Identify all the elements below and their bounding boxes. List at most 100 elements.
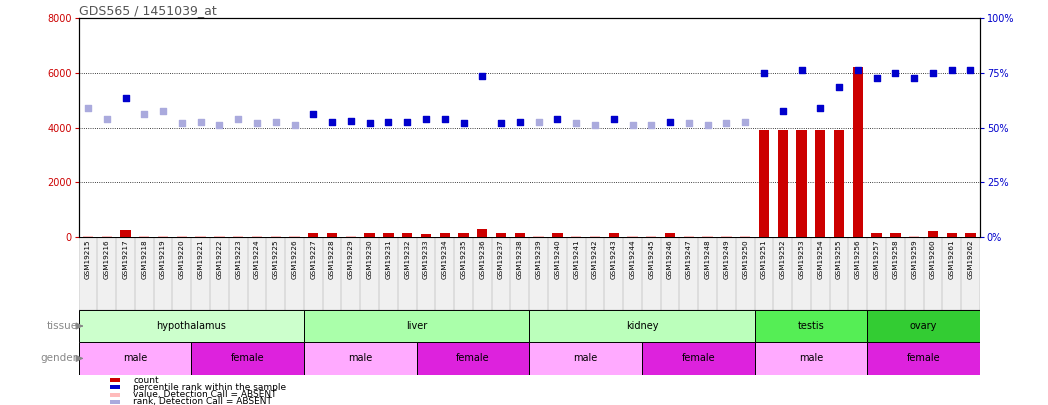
Text: GDS565 / 1451039_at: GDS565 / 1451039_at: [79, 4, 216, 17]
Bar: [458, 233, 468, 237]
Bar: [515, 233, 525, 237]
Text: GSM19248: GSM19248: [704, 239, 711, 279]
Point: [248, 120, 265, 127]
Point: [831, 83, 848, 90]
Text: GSM19223: GSM19223: [235, 239, 241, 279]
Bar: [110, 378, 119, 382]
Point: [174, 120, 191, 127]
Text: female: female: [907, 354, 940, 363]
Bar: [304, 310, 529, 342]
Text: tissue: tissue: [46, 321, 78, 331]
Text: GSM19243: GSM19243: [611, 239, 616, 279]
Text: GSM19216: GSM19216: [104, 239, 110, 279]
Bar: [402, 233, 412, 237]
Text: GSM19249: GSM19249: [723, 239, 729, 279]
Text: GSM19259: GSM19259: [911, 239, 917, 279]
Bar: [384, 233, 394, 237]
Point: [211, 122, 227, 128]
Point: [155, 108, 172, 114]
Bar: [158, 236, 169, 237]
Point: [305, 111, 322, 117]
Bar: [664, 233, 675, 237]
Bar: [79, 342, 191, 375]
Text: GSM19241: GSM19241: [573, 239, 580, 279]
Point: [380, 119, 397, 125]
Bar: [121, 230, 131, 237]
Point: [324, 119, 341, 125]
Point: [230, 116, 246, 123]
Point: [625, 122, 641, 128]
Text: male: male: [573, 354, 597, 363]
Bar: [571, 236, 582, 237]
Point: [887, 70, 903, 76]
Point: [774, 108, 791, 114]
Text: gender: gender: [41, 354, 78, 363]
Bar: [139, 236, 150, 237]
Text: GSM19227: GSM19227: [310, 239, 316, 279]
Text: GSM19225: GSM19225: [272, 239, 279, 279]
Bar: [417, 342, 529, 375]
Point: [699, 122, 716, 128]
Bar: [641, 342, 755, 375]
Text: GSM19231: GSM19231: [386, 239, 391, 279]
Bar: [946, 233, 957, 237]
Text: GSM19233: GSM19233: [423, 239, 429, 279]
Bar: [83, 236, 93, 237]
Bar: [529, 342, 641, 375]
Text: GSM19260: GSM19260: [930, 239, 936, 279]
Bar: [683, 236, 694, 237]
Bar: [868, 310, 980, 342]
Text: GSM19219: GSM19219: [160, 239, 166, 279]
Text: GSM19244: GSM19244: [630, 239, 635, 279]
Point: [568, 120, 585, 127]
Bar: [740, 236, 750, 237]
Text: GSM19261: GSM19261: [948, 239, 955, 279]
Bar: [191, 342, 304, 375]
Bar: [233, 236, 243, 237]
Point: [587, 122, 604, 128]
Text: male: male: [123, 354, 147, 363]
Point: [80, 105, 96, 112]
Bar: [529, 310, 755, 342]
Text: hypothalamus: hypothalamus: [156, 321, 226, 331]
Point: [718, 120, 735, 127]
Point: [661, 119, 678, 125]
Point: [362, 120, 378, 127]
Text: GSM19240: GSM19240: [554, 239, 561, 279]
Bar: [289, 236, 300, 237]
Text: GSM19230: GSM19230: [367, 239, 373, 279]
Text: ovary: ovary: [910, 321, 937, 331]
Bar: [252, 236, 262, 237]
Text: value, Detection Call = ABSENT: value, Detection Call = ABSENT: [133, 390, 277, 399]
Text: GSM19226: GSM19226: [291, 239, 298, 279]
Point: [924, 70, 941, 76]
Text: GSM19232: GSM19232: [405, 239, 410, 279]
Bar: [965, 233, 976, 237]
Point: [868, 75, 885, 81]
Bar: [778, 130, 788, 237]
Point: [493, 120, 509, 127]
Point: [530, 119, 547, 125]
Point: [99, 116, 115, 123]
Bar: [702, 236, 713, 237]
Text: GSM19218: GSM19218: [141, 239, 148, 279]
Text: liver: liver: [406, 321, 428, 331]
Text: GSM19257: GSM19257: [874, 239, 879, 279]
Point: [756, 70, 772, 76]
Bar: [759, 130, 769, 237]
Text: percentile rank within the sample: percentile rank within the sample: [133, 383, 286, 392]
Point: [549, 116, 566, 123]
Bar: [365, 233, 375, 237]
Bar: [909, 236, 919, 237]
Text: GSM19236: GSM19236: [479, 239, 485, 279]
Text: GSM19229: GSM19229: [348, 239, 354, 279]
Bar: [110, 400, 119, 404]
Text: GSM19235: GSM19235: [460, 239, 466, 279]
Text: GSM19217: GSM19217: [123, 239, 129, 279]
Point: [850, 67, 867, 73]
Bar: [496, 233, 506, 237]
Text: GSM19222: GSM19222: [217, 239, 222, 279]
Point: [642, 122, 659, 128]
Point: [436, 116, 453, 123]
Point: [962, 67, 979, 73]
